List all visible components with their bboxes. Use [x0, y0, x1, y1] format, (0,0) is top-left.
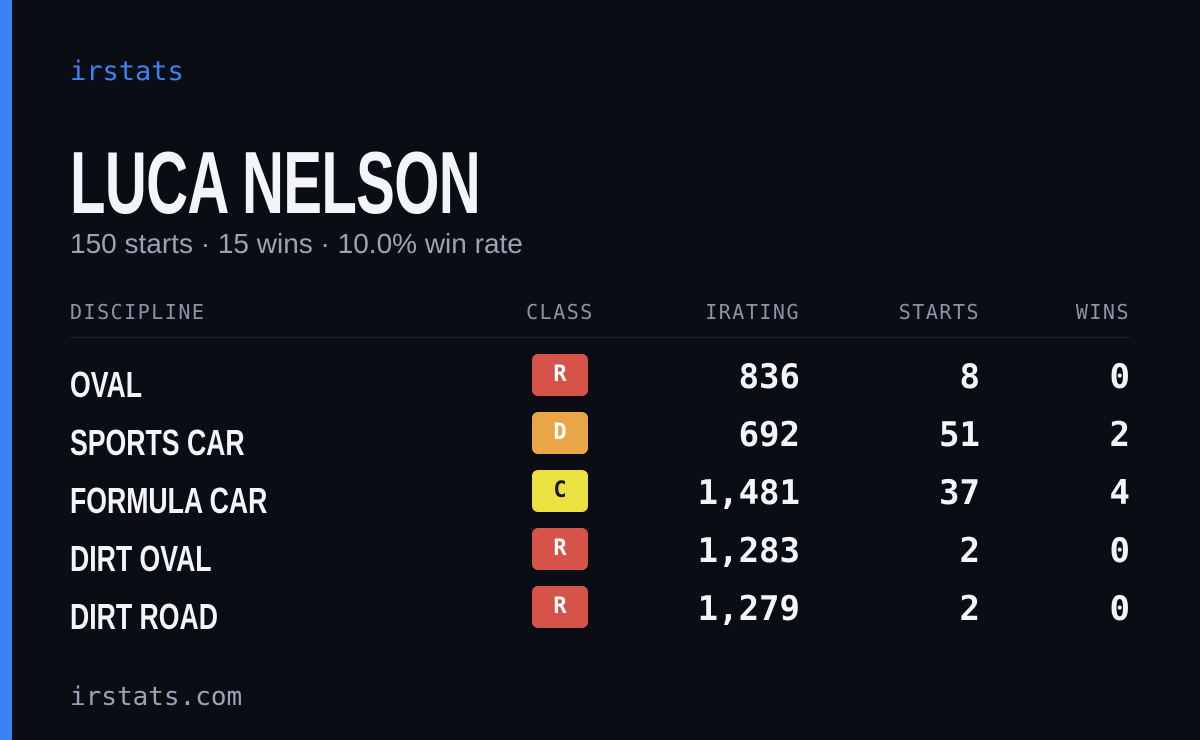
class-badge: D	[532, 412, 588, 454]
starts: 2	[959, 531, 980, 571]
discipline: OVAL	[70, 364, 143, 405]
starts: 37	[939, 473, 980, 513]
header-rule	[70, 337, 1130, 338]
column-header: STARTS	[898, 300, 980, 324]
irating: 836	[738, 357, 800, 397]
discipline: DIRT ROAD	[70, 596, 218, 637]
wins: 0	[1109, 357, 1130, 397]
irating: 1,279	[697, 589, 800, 629]
accent-bar	[0, 0, 12, 740]
column-header: WINS	[1075, 300, 1130, 324]
brand: irstats	[70, 56, 184, 87]
irating: 692	[738, 415, 800, 455]
class-badge: R	[532, 586, 588, 628]
starts: 51	[939, 415, 980, 455]
class-badge: R	[532, 528, 588, 570]
class-badge: R	[532, 354, 588, 396]
class-badge: C	[532, 470, 588, 512]
footer: irstats.com	[70, 682, 243, 712]
wins: 2	[1109, 415, 1130, 455]
starts: 2	[959, 589, 980, 629]
starts: 8	[959, 357, 980, 397]
wins: 4	[1109, 473, 1130, 513]
column-header: IRATING	[705, 300, 800, 324]
irating: 1,283	[697, 531, 800, 571]
discipline: SPORTS CAR	[70, 422, 245, 463]
discipline: FORMULA CAR	[70, 480, 268, 521]
wins: 0	[1109, 531, 1130, 571]
discipline: DIRT OVAL	[70, 538, 212, 579]
column-header: DISCIPLINE	[70, 300, 206, 324]
driver-name: LUCA NELSON	[70, 133, 481, 232]
wins: 0	[1109, 589, 1130, 629]
summary: 150 starts · 15 wins · 10.0% win rate	[70, 228, 523, 259]
column-header: CLASS	[526, 300, 594, 324]
irating: 1,481	[697, 473, 800, 513]
